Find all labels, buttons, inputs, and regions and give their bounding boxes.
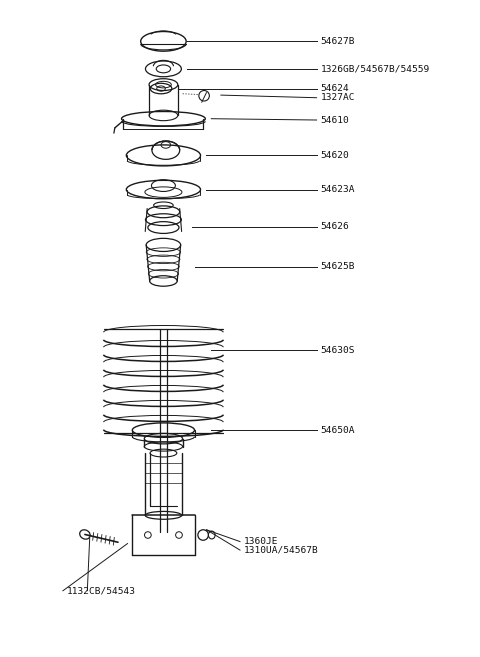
Text: 54650A: 54650A	[321, 426, 355, 435]
Text: 54626: 54626	[321, 222, 349, 231]
Text: 54627B: 54627B	[321, 37, 355, 46]
Text: 54625B: 54625B	[321, 262, 355, 271]
Text: 54624: 54624	[321, 84, 349, 93]
Text: 54620: 54620	[321, 151, 349, 160]
Text: 54623A: 54623A	[321, 185, 355, 194]
Text: 1360JE: 1360JE	[244, 537, 278, 546]
Text: 1310UA/54567B: 1310UA/54567B	[244, 545, 319, 555]
Text: 1326GB/54567B/54559: 1326GB/54567B/54559	[321, 64, 430, 74]
Text: 54630S: 54630S	[321, 346, 355, 355]
Text: 1132CB/54543: 1132CB/54543	[67, 586, 136, 595]
Text: 1327AC: 1327AC	[321, 93, 355, 102]
Text: 54610: 54610	[321, 116, 349, 125]
